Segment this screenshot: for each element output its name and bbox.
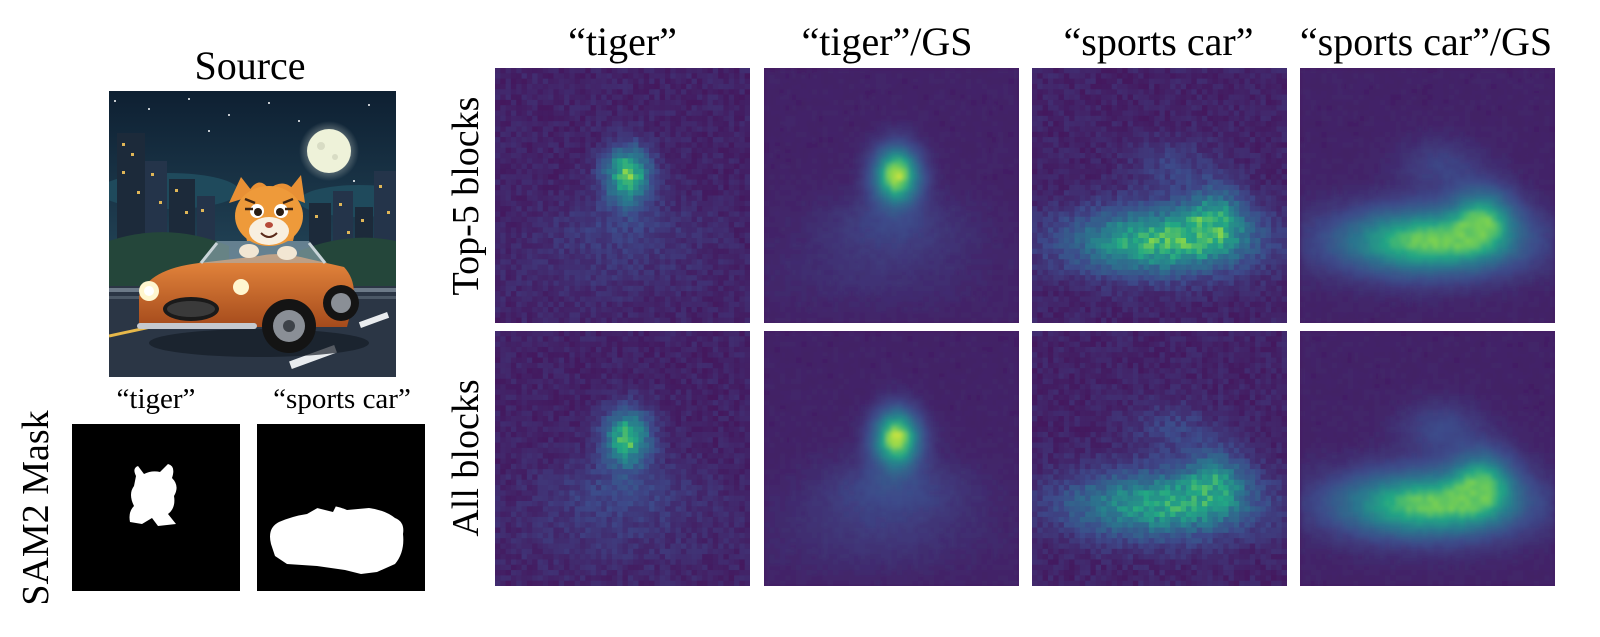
heatmap-all-tiger-gs xyxy=(764,331,1019,586)
row-label-all-blocks: All blocks xyxy=(445,379,487,537)
column-title-tiger-gs: “tiger”/GS xyxy=(801,19,973,64)
heatmap-all-sports-car xyxy=(1032,331,1287,586)
sam2-row-label: SAM2 Mask xyxy=(15,410,57,606)
sam2-mask-sports-car xyxy=(257,424,425,591)
car-mask-shape xyxy=(270,505,404,574)
heatmap-image xyxy=(764,331,1019,586)
column-title-tiger: “tiger” xyxy=(568,19,677,64)
row-label-top5: Top-5 blocks xyxy=(445,96,487,296)
sam2-mask-label-tiger: “tiger” xyxy=(116,383,196,415)
column-title-sports-car: “sports car” xyxy=(1063,19,1254,64)
column-title-sports-car-gs: “sports car”/GS xyxy=(1299,19,1553,64)
heatmap-top5-sports-car xyxy=(1032,68,1287,323)
tiger-mask-shape xyxy=(129,464,177,526)
sam2-mask-label-sports-car: “sports car” xyxy=(273,383,411,415)
heatmap-all-sports-car-gs xyxy=(1300,331,1555,586)
heatmap-image xyxy=(1300,68,1555,323)
heatmap-top5-tiger-gs xyxy=(764,68,1019,323)
heatmap-image xyxy=(764,68,1019,323)
heatmap-image xyxy=(1032,331,1287,586)
night-city-tiger-car-illustration xyxy=(109,91,396,377)
heatmap-image xyxy=(1032,68,1287,323)
heatmap-image xyxy=(1300,331,1555,586)
sam2-mask-tiger xyxy=(72,424,240,591)
heatmap-image xyxy=(495,331,750,586)
source-image xyxy=(109,91,396,377)
source-title: Source xyxy=(194,43,306,88)
heatmap-image xyxy=(495,68,750,323)
heatmap-all-tiger xyxy=(495,331,750,586)
heatmap-top5-sports-car-gs xyxy=(1300,68,1555,323)
heatmap-top5-tiger xyxy=(495,68,750,323)
